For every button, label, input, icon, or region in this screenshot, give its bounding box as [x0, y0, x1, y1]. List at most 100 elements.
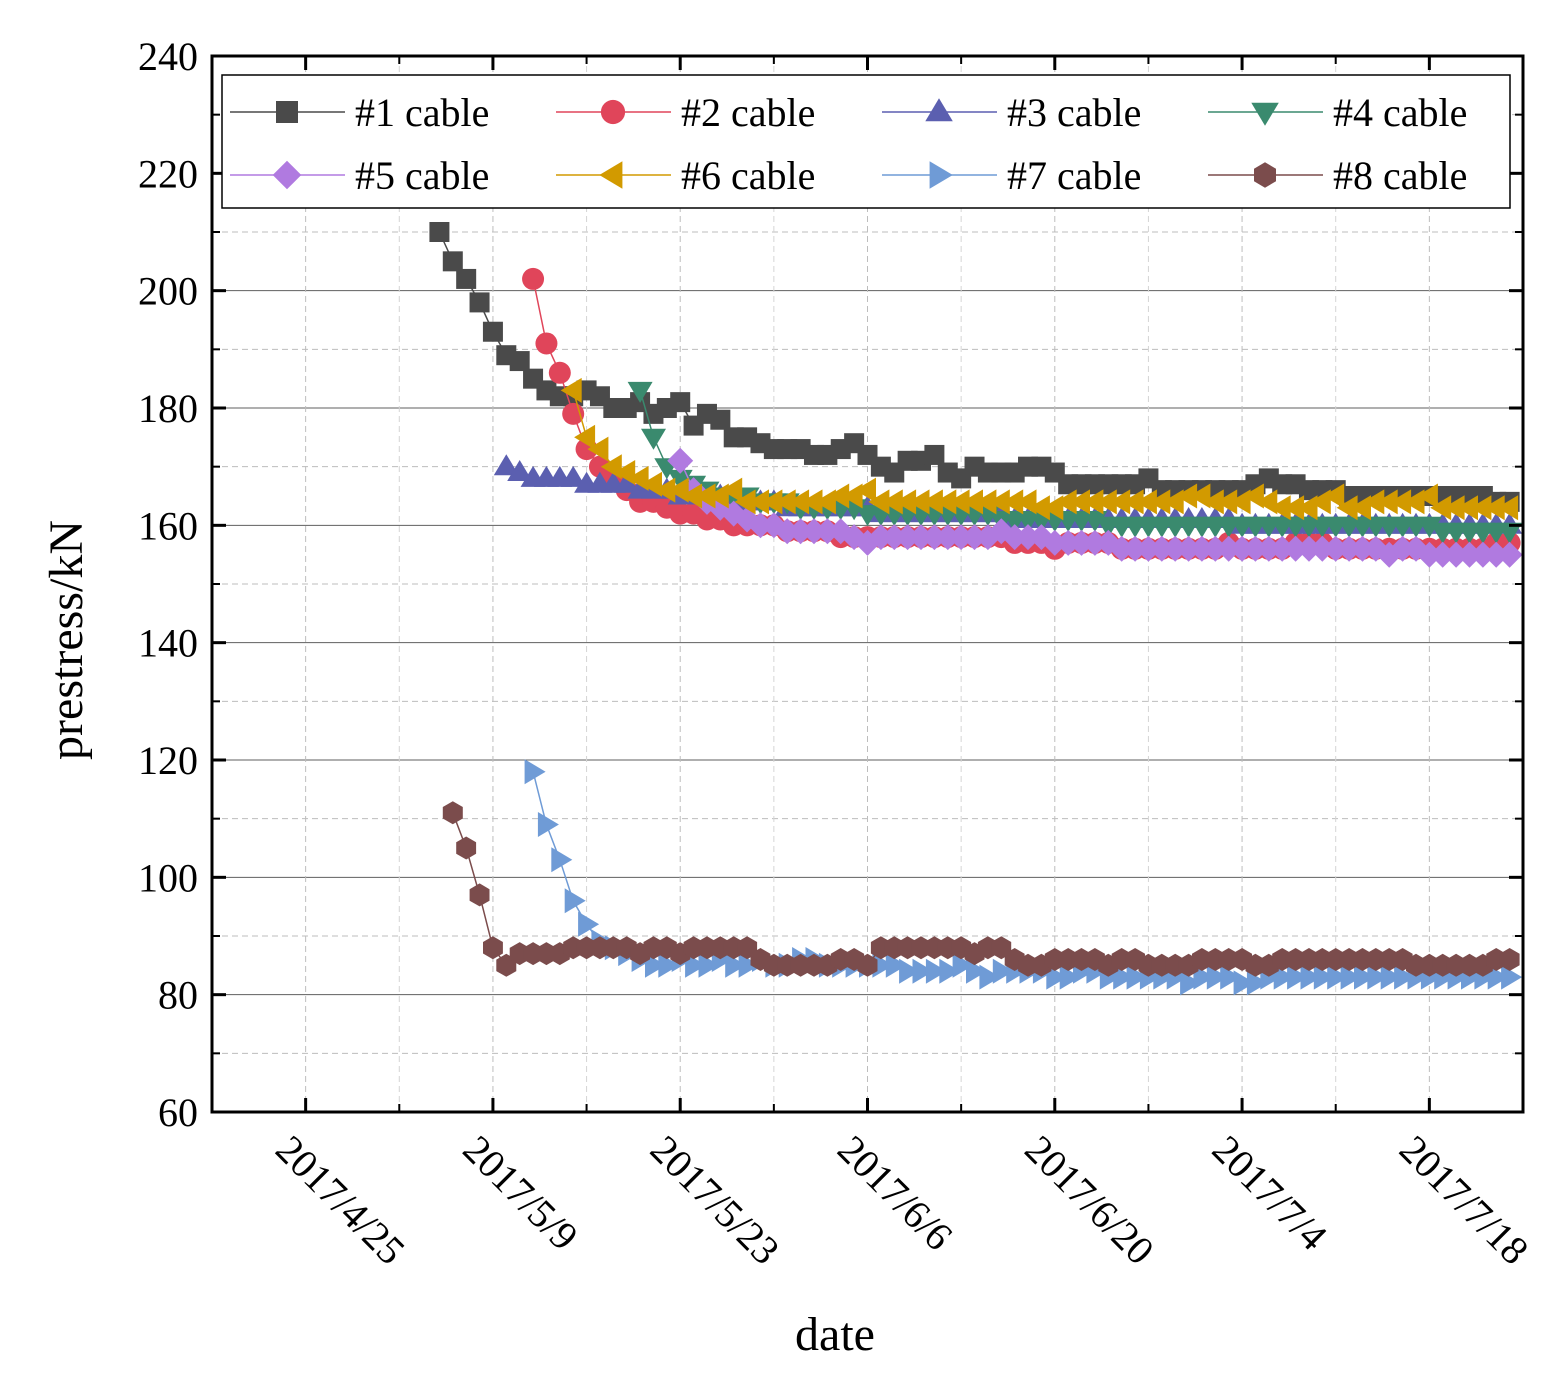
data-point-cable-6	[1376, 489, 1398, 515]
data-point-cable-7	[1246, 970, 1268, 996]
data-point-cable-6	[1216, 489, 1238, 515]
data-point-cable-7	[1487, 964, 1509, 990]
legend-marker-cable-6	[599, 161, 623, 189]
data-point-cable-1	[710, 409, 731, 430]
data-point-cable-5	[801, 518, 827, 545]
data-point-cable-6	[1002, 489, 1024, 515]
data-point-cable-2	[562, 402, 585, 425]
legend-label-cable-2: #2 cable	[681, 90, 815, 135]
legend-marker-cable-3	[925, 98, 953, 122]
data-point-cable-7	[939, 958, 961, 984]
data-point-cable-7	[698, 952, 720, 978]
series-layer	[429, 222, 1523, 996]
data-point-cable-5	[1429, 541, 1456, 568]
data-point-cable-5	[894, 524, 921, 551]
data-point-cable-5	[1188, 535, 1215, 562]
legend-marker-cable-2	[600, 99, 626, 125]
data-point-cable-6	[721, 477, 743, 503]
legend-label-cable-6: #6 cable	[681, 153, 815, 198]
x-axis-title: date	[795, 1308, 875, 1361]
data-point-cable-5	[867, 524, 894, 551]
data-point-cable-7	[658, 952, 680, 978]
data-point-cable-7	[1046, 964, 1068, 990]
data-point-cable-7	[979, 964, 1001, 990]
data-point-cable-5	[921, 524, 948, 551]
data-point-cable-6	[654, 477, 676, 503]
data-point-cable-7	[1354, 964, 1375, 990]
data-point-cable-6	[1135, 489, 1157, 515]
y-tick-label: 220	[138, 151, 198, 196]
data-point-cable-5	[1162, 535, 1189, 562]
data-point-cable-6	[988, 489, 1010, 515]
data-point-cable-7	[1394, 964, 1416, 990]
data-point-cable-1	[924, 444, 945, 465]
x-tick-label: 2017/7/4	[1204, 1127, 1336, 1259]
data-point-cable-6	[921, 489, 943, 515]
data-point-cable-7	[1367, 964, 1389, 990]
data-point-cable-8	[469, 883, 490, 907]
data-point-cable-6	[788, 489, 810, 515]
data-point-cable-5	[1349, 535, 1376, 562]
data-point-cable-1	[442, 251, 463, 272]
y-tick-label: 180	[138, 386, 198, 431]
data-point-cable-7	[966, 958, 987, 984]
data-point-cable-7	[685, 952, 707, 978]
data-point-cable-6	[1430, 495, 1452, 521]
data-point-cable-7	[551, 847, 573, 873]
data-point-cable-5	[1055, 529, 1082, 556]
data-point-cable-6	[828, 483, 850, 509]
y-tick-label: 80	[158, 973, 198, 1018]
data-point-cable-5	[1068, 529, 1095, 556]
data-point-cable-8	[483, 936, 503, 960]
legend-label-cable-3: #3 cable	[1007, 90, 1141, 135]
data-point-cable-2	[535, 332, 558, 355]
data-point-cable-7	[1273, 964, 1295, 990]
data-point-cable-5	[948, 524, 975, 551]
legend-label-cable-5: #5 cable	[355, 153, 489, 198]
data-point-cable-6	[948, 489, 970, 515]
data-point-cable-7	[1287, 964, 1309, 990]
data-point-cable-4	[627, 381, 653, 403]
data-point-cable-5	[1269, 535, 1296, 562]
data-point-cable-7	[912, 958, 934, 984]
data-point-cable-7	[645, 952, 666, 978]
data-point-cable-7	[1059, 964, 1081, 990]
data-point-cable-6	[908, 489, 930, 515]
data-point-cable-5	[1081, 529, 1108, 556]
data-point-cable-5	[787, 518, 814, 545]
data-point-cable-6	[1363, 489, 1385, 515]
data-point-cable-5	[1336, 535, 1363, 562]
y-axis-title: prestress/kN	[40, 520, 93, 760]
data-point-cable-5	[1001, 524, 1028, 551]
data-point-cable-7	[952, 952, 974, 978]
data-point-cable-5	[1135, 535, 1162, 562]
data-point-cable-5	[1229, 535, 1256, 562]
data-point-cable-3	[507, 460, 533, 481]
legend-marker-cable-1	[276, 101, 298, 123]
data-point-cable-1	[482, 321, 503, 342]
legend: #1 cable #2 cable #3 cable #4 cable #5 cable…	[221, 74, 1511, 209]
data-point-cable-6	[1457, 495, 1478, 521]
data-point-cable-6	[1109, 489, 1131, 515]
data-point-cable-7	[725, 952, 747, 978]
data-point-cable-6	[935, 489, 957, 515]
data-point-cable-6	[1416, 483, 1438, 509]
data-point-cable-6	[694, 483, 716, 509]
data-point-cable-6	[1028, 495, 1050, 521]
data-point-cable-5	[881, 524, 908, 551]
data-point-cable-6	[761, 489, 783, 515]
data-point-cable-4	[641, 428, 666, 450]
data-point-cable-5	[1175, 535, 1202, 562]
data-point-cable-6	[734, 489, 756, 515]
x-tick-label: 2017/5/23	[642, 1127, 789, 1274]
data-point-cable-1	[456, 268, 477, 289]
data-point-cable-6	[868, 489, 890, 515]
data-point-cable-5	[774, 518, 801, 545]
data-point-cable-6	[1336, 495, 1358, 521]
data-point-cable-7	[872, 952, 894, 978]
data-point-cable-6	[1483, 495, 1505, 521]
data-point-cable-7	[1380, 964, 1402, 990]
data-point-cable-6	[1095, 489, 1117, 515]
data-point-cable-6	[1055, 489, 1077, 515]
